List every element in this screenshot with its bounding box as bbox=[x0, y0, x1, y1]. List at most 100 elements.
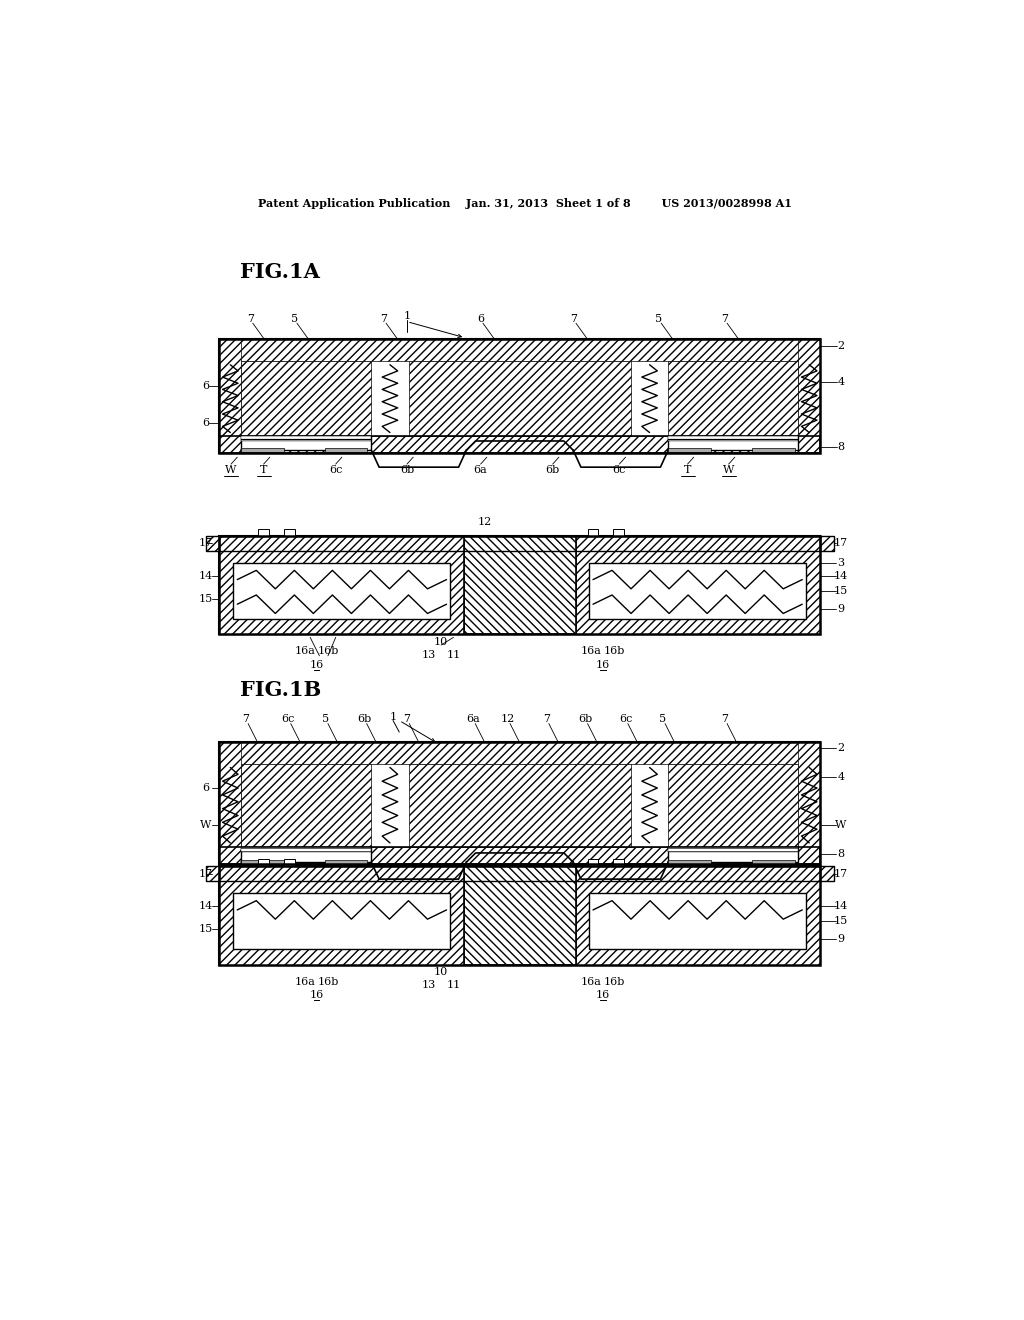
Text: 7: 7 bbox=[570, 314, 578, 323]
Bar bbox=[752, 447, 795, 451]
Bar bbox=[820, 536, 834, 552]
Text: 2: 2 bbox=[838, 341, 845, 351]
Bar bbox=[241, 447, 284, 451]
Text: W: W bbox=[836, 820, 847, 830]
Text: 6: 6 bbox=[202, 783, 209, 793]
Bar bbox=[241, 847, 372, 862]
Bar bbox=[219, 742, 241, 863]
Text: 4: 4 bbox=[838, 772, 845, 781]
Bar bbox=[206, 866, 219, 882]
Text: 6c: 6c bbox=[282, 714, 295, 723]
Bar bbox=[241, 847, 372, 853]
Text: 16: 16 bbox=[596, 660, 610, 671]
Bar bbox=[206, 866, 219, 882]
Text: 9: 9 bbox=[838, 935, 845, 944]
Bar bbox=[575, 552, 820, 635]
Text: 7: 7 bbox=[543, 714, 550, 723]
Bar bbox=[820, 866, 834, 882]
Text: 16a: 16a bbox=[294, 647, 315, 656]
Text: 9: 9 bbox=[838, 603, 845, 614]
Text: 15: 15 bbox=[834, 916, 848, 927]
Text: FIG.1A: FIG.1A bbox=[241, 263, 321, 282]
Text: 6b: 6b bbox=[400, 465, 414, 475]
Text: 16a: 16a bbox=[294, 977, 315, 986]
Text: 2: 2 bbox=[838, 743, 845, 754]
Bar bbox=[820, 536, 834, 552]
Bar bbox=[669, 763, 799, 847]
Text: 12: 12 bbox=[477, 517, 492, 527]
Text: W: W bbox=[200, 820, 211, 830]
Bar bbox=[241, 859, 284, 863]
Text: W: W bbox=[723, 465, 734, 475]
Bar bbox=[233, 892, 451, 949]
Bar bbox=[219, 339, 241, 453]
Bar bbox=[233, 562, 451, 619]
Text: 14: 14 bbox=[834, 902, 848, 911]
Bar bbox=[613, 859, 624, 866]
Bar bbox=[284, 529, 295, 536]
Bar bbox=[409, 763, 631, 847]
Bar bbox=[613, 529, 624, 536]
Bar bbox=[325, 859, 368, 863]
Text: 11: 11 bbox=[446, 649, 461, 660]
Text: 16: 16 bbox=[309, 990, 324, 1001]
Text: 6c: 6c bbox=[618, 714, 632, 723]
Text: 14: 14 bbox=[199, 902, 213, 911]
Bar bbox=[409, 360, 631, 437]
Bar bbox=[325, 447, 368, 451]
Text: 14: 14 bbox=[834, 570, 848, 581]
Text: FIG.1B: FIG.1B bbox=[241, 680, 322, 700]
Text: 16b: 16b bbox=[604, 647, 626, 656]
Text: 6b: 6b bbox=[546, 465, 560, 475]
Bar bbox=[206, 536, 219, 552]
Text: 1: 1 bbox=[403, 312, 411, 321]
Text: 3: 3 bbox=[838, 557, 845, 568]
Bar bbox=[241, 437, 372, 450]
Text: 16: 16 bbox=[596, 990, 610, 1001]
Text: 6a: 6a bbox=[474, 465, 487, 475]
Bar bbox=[589, 562, 806, 619]
Bar bbox=[241, 763, 372, 847]
Text: 13: 13 bbox=[422, 649, 436, 660]
Text: 1: 1 bbox=[389, 711, 396, 722]
Bar bbox=[219, 536, 820, 635]
Bar bbox=[464, 866, 575, 965]
Text: 13: 13 bbox=[422, 981, 436, 990]
Bar bbox=[669, 447, 711, 451]
Text: 17: 17 bbox=[834, 539, 848, 548]
Bar bbox=[219, 437, 820, 453]
Text: 7: 7 bbox=[380, 314, 387, 323]
Bar bbox=[669, 859, 711, 863]
Bar bbox=[464, 536, 575, 635]
Bar bbox=[575, 882, 820, 965]
Text: 14: 14 bbox=[199, 570, 213, 581]
Bar bbox=[669, 360, 799, 437]
Text: 7: 7 bbox=[721, 314, 728, 323]
Bar bbox=[219, 882, 464, 965]
Bar bbox=[258, 859, 269, 866]
Bar bbox=[219, 866, 820, 965]
Text: 16a: 16a bbox=[581, 977, 602, 986]
Text: 15: 15 bbox=[834, 586, 848, 597]
Text: 5: 5 bbox=[659, 714, 667, 723]
Text: 6: 6 bbox=[202, 417, 209, 428]
Bar bbox=[588, 529, 598, 536]
Bar bbox=[219, 536, 820, 635]
Bar bbox=[669, 437, 799, 450]
Text: 6: 6 bbox=[202, 380, 209, 391]
Bar bbox=[241, 437, 372, 441]
Text: 16a: 16a bbox=[581, 647, 602, 656]
Bar bbox=[241, 437, 799, 453]
Text: 16b: 16b bbox=[317, 647, 339, 656]
Text: 6b: 6b bbox=[357, 714, 372, 723]
Bar bbox=[219, 866, 820, 882]
Text: 7: 7 bbox=[403, 714, 411, 723]
Text: 15: 15 bbox=[199, 924, 213, 935]
Bar bbox=[588, 859, 598, 866]
Bar bbox=[219, 847, 820, 863]
Bar bbox=[219, 536, 820, 552]
Text: 12: 12 bbox=[501, 714, 515, 723]
Text: 17: 17 bbox=[834, 869, 848, 879]
Bar bbox=[799, 339, 820, 453]
Text: 4: 4 bbox=[838, 376, 845, 387]
